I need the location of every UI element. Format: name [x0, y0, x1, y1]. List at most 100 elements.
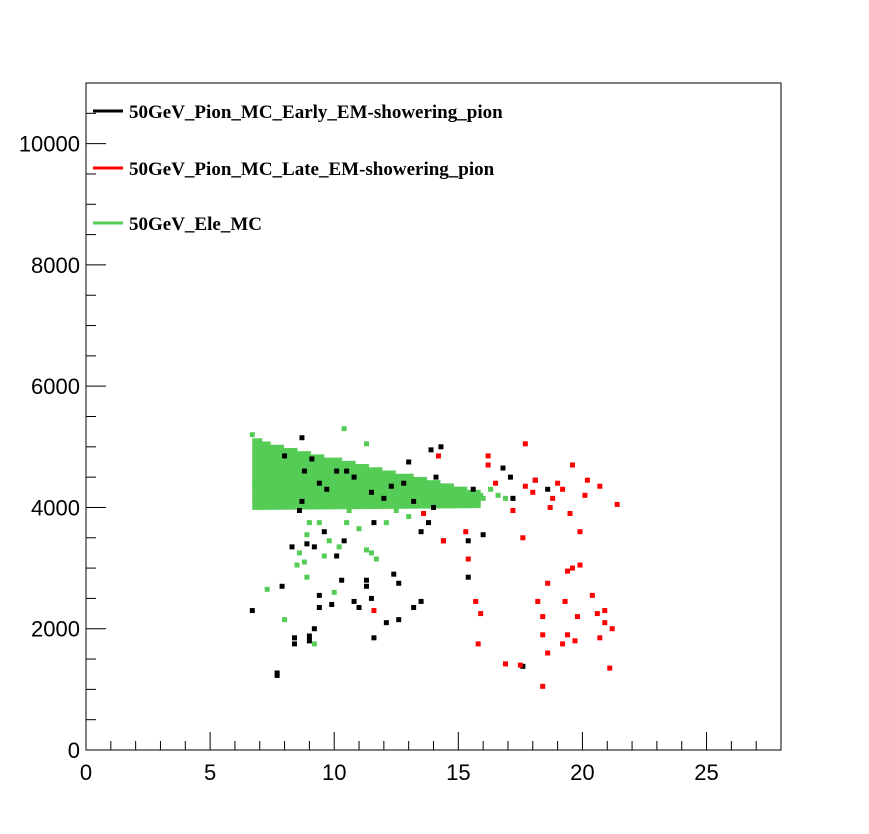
data-point — [274, 488, 280, 494]
data-point — [274, 478, 280, 484]
data-point — [282, 617, 288, 623]
data-point — [475, 496, 481, 502]
data-point — [328, 470, 334, 476]
data-point — [393, 507, 399, 513]
data-point — [346, 507, 352, 513]
data-point — [261, 474, 267, 480]
data-point — [381, 480, 387, 486]
data-point — [478, 611, 484, 617]
data-point — [337, 494, 343, 500]
data-point — [355, 480, 361, 486]
data-point — [292, 484, 298, 490]
data-point — [252, 504, 258, 510]
data-point — [319, 491, 325, 497]
data-point — [439, 483, 445, 489]
data-point — [457, 489, 463, 495]
data-point — [310, 491, 316, 497]
data-point — [371, 608, 377, 614]
data-point — [341, 460, 347, 466]
data-point — [310, 467, 316, 473]
data-point — [390, 500, 396, 506]
data-point — [270, 481, 276, 487]
data-point — [305, 484, 311, 490]
data-point — [368, 473, 374, 479]
data-point — [301, 451, 307, 457]
data-point — [344, 468, 350, 474]
data-point — [417, 480, 423, 486]
data-point — [359, 487, 365, 493]
data-point — [431, 490, 436, 496]
data-point — [256, 484, 262, 490]
data-point — [399, 483, 405, 489]
data-point — [261, 454, 267, 460]
data-point — [332, 490, 338, 496]
data-point — [431, 504, 436, 510]
data-point — [252, 458, 258, 464]
data-point — [438, 444, 444, 450]
data-point — [510, 495, 516, 501]
data-point — [466, 499, 472, 505]
data-point — [256, 451, 262, 457]
data-point — [261, 444, 267, 450]
data-point — [381, 487, 387, 493]
data-point — [355, 504, 361, 510]
data-point — [462, 499, 468, 505]
data-point — [355, 464, 361, 470]
data-point — [256, 441, 262, 447]
data-point — [577, 562, 583, 568]
data-point — [252, 448, 258, 454]
data-point — [316, 480, 322, 486]
data-point — [332, 460, 338, 466]
data-point — [256, 478, 262, 484]
data-point — [355, 474, 361, 480]
data-point — [372, 493, 378, 499]
data-point — [368, 494, 374, 500]
data-point — [310, 474, 316, 480]
data-point — [377, 470, 383, 476]
data-point — [319, 471, 325, 477]
data-point — [310, 501, 316, 507]
data-point — [296, 451, 302, 457]
data-point — [283, 468, 289, 474]
data-point — [462, 493, 468, 499]
data-point — [532, 477, 538, 483]
data-point — [480, 495, 486, 501]
data-point — [418, 529, 424, 535]
data-point — [301, 491, 307, 497]
data-point — [316, 592, 322, 598]
data-point — [305, 451, 311, 457]
data-point — [304, 541, 310, 547]
data-point — [522, 483, 528, 489]
data-point — [372, 483, 378, 489]
data-point — [584, 477, 590, 483]
data-point — [350, 464, 356, 470]
data-point — [256, 504, 262, 510]
data-point — [386, 470, 392, 476]
data-point — [377, 473, 383, 479]
data-point — [422, 493, 428, 499]
data-point — [319, 457, 325, 463]
data-point — [332, 494, 338, 500]
data-point — [301, 454, 307, 460]
data-point — [355, 467, 361, 473]
data-point — [377, 500, 383, 506]
data-point — [292, 487, 298, 493]
data-point — [408, 483, 414, 489]
data-point — [305, 487, 311, 493]
data-point — [444, 490, 450, 496]
data-point — [328, 464, 334, 470]
data-point — [319, 461, 325, 467]
data-point — [417, 493, 423, 499]
data-point — [444, 493, 450, 499]
data-point — [256, 448, 262, 454]
data-point — [466, 489, 472, 495]
data-point — [337, 460, 343, 466]
data-point — [279, 444, 285, 450]
data-point — [305, 477, 311, 483]
data-point — [256, 444, 262, 450]
data-point — [383, 620, 389, 626]
data-point — [381, 500, 387, 506]
data-point — [547, 504, 553, 510]
data-point — [326, 538, 332, 544]
data-point — [305, 497, 311, 503]
